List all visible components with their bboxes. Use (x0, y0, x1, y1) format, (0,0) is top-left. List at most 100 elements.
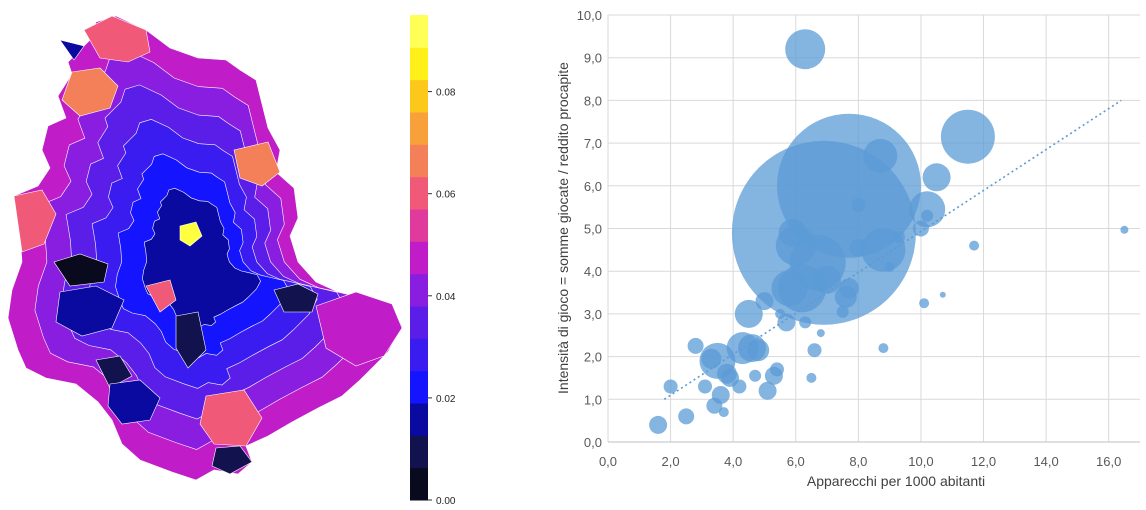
colorbar-tick-label: 0.08 (436, 88, 456, 99)
bubble-point (785, 29, 826, 70)
bubble-point (940, 109, 995, 164)
x-tick-label: 14,0 (1033, 454, 1058, 469)
choropleth-map: 0.00 0.02 0.04 0.06 0.08 (7, 15, 456, 507)
bubble-chart: 0,0 2,0 4,0 6,0 8,0 10,0 12,0 14,0 16,0 0,0 1,0 2,0… (555, 8, 1140, 489)
colorbar-segment (410, 273, 428, 307)
y-tick-label: 7,0 (584, 136, 602, 151)
map-region-8 (273, 283, 319, 313)
bubble-point (770, 362, 784, 377)
map-region-12 (107, 379, 161, 425)
x-tick-label: 12,0 (971, 454, 996, 469)
bubble-point (909, 191, 946, 228)
y-tick-label: 0,0 (584, 435, 602, 450)
bubbles (649, 29, 1129, 434)
bubble-point (912, 220, 929, 237)
bubble-point (718, 407, 729, 418)
map-region-5 (199, 389, 263, 447)
y-tick-label: 6,0 (584, 179, 602, 194)
colorbar-tick-label: 0.06 (436, 190, 456, 201)
colorbar-tick-label: 0.00 (436, 496, 456, 505)
bubble-point (771, 270, 808, 307)
x-tick-label: 8,0 (849, 454, 867, 469)
y-tick-label: 10,0 (577, 8, 602, 23)
bubble-point (922, 163, 951, 192)
y-tick-label: 5,0 (584, 222, 602, 237)
bubble-point (678, 408, 695, 425)
bubble-point (758, 381, 777, 400)
x-tick-label: 0,0 (599, 454, 617, 469)
bubble-point (893, 231, 905, 243)
colorbar-segment (410, 435, 428, 469)
bubble-point (749, 369, 762, 382)
choropleth-map-panel: 0.00 0.02 0.04 0.06 0.08 (0, 0, 470, 507)
colorbar-segment (410, 467, 428, 501)
map-region-14 (59, 39, 85, 61)
bubble-point (734, 299, 763, 328)
colorbar-segment (410, 144, 428, 178)
bubble-point (969, 240, 980, 251)
bubble-point (649, 415, 668, 434)
map-region-7 (53, 253, 109, 287)
bubble-point (701, 348, 722, 369)
bubble-point (663, 379, 678, 394)
map-region-10 (95, 355, 133, 389)
y-axis-label: Intensità di gioco = somme giocate / red… (555, 62, 571, 394)
trendline (663, 99, 1122, 400)
bubble-point (747, 339, 770, 362)
colorbar-segment (410, 47, 428, 81)
colorbar-segment (410, 403, 428, 436)
y-tick-label: 2,0 (584, 350, 602, 365)
colorbar-segment (410, 370, 428, 404)
bubble-point (775, 308, 786, 319)
bubble-point (732, 379, 747, 394)
x-tick-label: 16,0 (1096, 454, 1121, 469)
bubble-point (851, 198, 866, 212)
y-tick-label: 4,0 (584, 264, 602, 279)
map-region-13 (211, 445, 253, 475)
bubble-point (698, 379, 712, 394)
bubble-point (706, 397, 723, 414)
bubble-point (884, 261, 895, 272)
bubble-point (813, 265, 842, 294)
bubble-point (807, 343, 822, 358)
bubble-chart-panel: 0,0 2,0 4,0 6,0 8,0 10,0 12,0 14,0 16,0 0,0 1,0 2,0… (520, 0, 1146, 505)
bubble-point (878, 343, 889, 354)
map-region-4 (315, 291, 403, 367)
x-tick-label: 6,0 (787, 454, 805, 469)
bubble-point (849, 238, 868, 257)
colorbar-segment (410, 112, 428, 145)
y-tick-label: 1,0 (584, 392, 602, 407)
colorbar-segment (410, 79, 428, 113)
y-tick-label: 8,0 (584, 93, 602, 108)
map-region-6 (145, 279, 177, 313)
bubble-point (863, 138, 898, 173)
x-tick-label: 10,0 (908, 454, 933, 469)
colorbar-segment (410, 306, 428, 339)
bubble-point (799, 316, 812, 329)
colorbar-tick-label: 0.04 (436, 292, 456, 303)
colorbar-tick-label: 0.02 (436, 394, 456, 405)
bubble-point (755, 292, 774, 311)
x-tick-label: 4,0 (724, 454, 742, 469)
trendline-line (663, 99, 1122, 400)
bubble-point (839, 278, 859, 299)
map-region-9 (175, 311, 207, 369)
y-tick-label: 3,0 (584, 307, 602, 322)
bubble-point (778, 218, 807, 247)
colorbar-segment (410, 176, 428, 210)
colorbar-segment (410, 338, 428, 372)
map-region-15 (179, 221, 203, 247)
map-region-1 (61, 67, 119, 117)
x-axis-label: Apparecchi per 1000 abitanti (807, 473, 985, 489)
bubble-point (939, 291, 946, 298)
bubble-point (919, 298, 930, 309)
colorbar-segment (410, 241, 428, 275)
y-tick-label: 9,0 (584, 51, 602, 66)
bubble-point (816, 329, 825, 338)
x-tick-label: 2,0 (662, 454, 680, 469)
bubble-point (687, 337, 704, 354)
colorbar-segment (410, 15, 428, 48)
bubble-point (836, 305, 849, 318)
axes: 0,0 2,0 4,0 6,0 8,0 10,0 12,0 14,0 16,0 0,0 1,0 2,0… (577, 8, 1140, 469)
bubble-point (1120, 225, 1129, 234)
